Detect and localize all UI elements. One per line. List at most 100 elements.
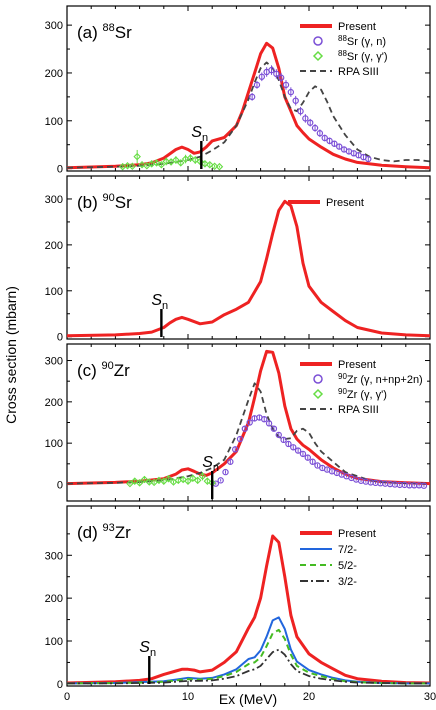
data-point-gg bbox=[186, 154, 195, 162]
data-point-gg bbox=[145, 478, 154, 486]
legend-label-present: Present bbox=[338, 528, 376, 540]
data-point-gn bbox=[222, 468, 229, 476]
data-point-gn bbox=[236, 435, 244, 443]
legend-label-j32: 3/2- bbox=[338, 576, 357, 588]
data-point-gn bbox=[268, 66, 275, 74]
legend-label-j52: 5/2- bbox=[338, 560, 357, 572]
sn-subscript: n bbox=[213, 462, 219, 474]
legend-text: Sr (γ, γ') bbox=[347, 51, 388, 63]
y-tick-label: 0 bbox=[57, 479, 63, 491]
data-point-gn bbox=[299, 450, 307, 458]
sn-subscript: n bbox=[162, 300, 168, 312]
legend-label-exp_gn: 88Sr (γ, n) bbox=[338, 34, 386, 48]
data-point-gn bbox=[282, 81, 290, 89]
plot-frame bbox=[66, 505, 431, 687]
data-point-gg bbox=[162, 157, 170, 166]
legend-swatch-exp_gg bbox=[312, 388, 324, 400]
plot-area bbox=[67, 199, 430, 338]
data-point-gg bbox=[133, 152, 141, 161]
series-j52-line bbox=[67, 628, 430, 685]
x-tick-label: 0 bbox=[64, 691, 70, 703]
data-point-gn bbox=[326, 137, 333, 145]
legend-label-j72: 7/2- bbox=[338, 544, 357, 556]
legend: Present bbox=[288, 197, 364, 209]
data-point-gn bbox=[246, 419, 253, 426]
panel-title-element: Zr bbox=[115, 523, 131, 542]
panel-title-mass: 90 bbox=[102, 360, 114, 372]
x-tick-label: 30 bbox=[424, 691, 436, 703]
data-point-gn bbox=[331, 140, 338, 147]
legend-label-present: Present bbox=[338, 359, 376, 371]
panel-title-element: Sr bbox=[115, 23, 132, 42]
y-tick-label: 100 bbox=[45, 636, 63, 648]
sn-subscript: n bbox=[202, 132, 208, 144]
data-point-gg bbox=[126, 479, 134, 488]
data-point-gn bbox=[227, 458, 234, 465]
data-point-gn bbox=[258, 73, 266, 80]
y-tick-label: 300 bbox=[45, 194, 63, 206]
sn-label: Sn bbox=[139, 639, 156, 659]
data-point-gn bbox=[311, 124, 319, 132]
data-point-gn bbox=[277, 74, 285, 81]
panel-b: 0 100 200 300 Sn (b) 90Sr Present bbox=[45, 175, 431, 344]
data-point-gg bbox=[172, 156, 180, 164]
data-point-gn bbox=[309, 458, 316, 465]
data-point-gg bbox=[160, 477, 168, 485]
data-point-gn bbox=[270, 425, 278, 432]
legend-mass: 90 bbox=[338, 372, 347, 381]
plot-frame bbox=[66, 175, 431, 340]
panel-title-prefix: (b) bbox=[77, 193, 103, 212]
data-point-gg bbox=[140, 475, 149, 484]
legend-text: Zr (γ, γ') bbox=[347, 389, 387, 401]
legend-text: Zr (γ, n+np+2n) bbox=[347, 374, 423, 386]
panel-d: 0 100 200 300 0 10 20 30 Sn (d) 93Zr Present 7/2- 5/… bbox=[45, 505, 436, 703]
data-point-gg bbox=[191, 156, 200, 164]
y-tick-label: 0 bbox=[57, 332, 63, 344]
panel-title-element: Sr bbox=[115, 193, 132, 212]
legend-label-present: Present bbox=[338, 21, 376, 33]
y-tick-label: 200 bbox=[45, 593, 63, 605]
data-point-gg bbox=[152, 159, 161, 167]
x-tick-label: 20 bbox=[303, 691, 315, 703]
legend-label-rpa: RPA SIII bbox=[338, 404, 379, 416]
y-tick-label: 300 bbox=[45, 20, 63, 32]
data-point-gn bbox=[231, 446, 239, 453]
data-point-gn bbox=[294, 447, 302, 454]
panel-title: (d) 93Zr bbox=[77, 522, 131, 542]
y-tick-label: 100 bbox=[45, 116, 63, 128]
legend-label-present: Present bbox=[326, 197, 364, 209]
series-present-line bbox=[67, 534, 430, 685]
data-point-gg bbox=[203, 477, 212, 485]
data-point-gn bbox=[273, 70, 280, 78]
data-point-gn bbox=[241, 425, 249, 432]
data-point-gn bbox=[253, 81, 261, 89]
data-point-gn bbox=[420, 482, 428, 489]
data-point-gn bbox=[217, 477, 224, 484]
y-tick-label: 100 bbox=[45, 438, 63, 450]
legend-swatch-exp_gn bbox=[313, 374, 323, 384]
data-point-gg bbox=[189, 474, 197, 483]
panel-title: (c) 90Zr bbox=[77, 360, 130, 380]
data-point-gg bbox=[155, 476, 163, 485]
legend-swatch-exp_gn bbox=[313, 36, 323, 46]
panel-title: (a) 88Sr bbox=[77, 22, 132, 42]
panel-title: (b) 90Sr bbox=[77, 192, 132, 212]
data-point-gn bbox=[321, 134, 328, 142]
data-point-gn bbox=[307, 119, 314, 126]
data-point-gg bbox=[130, 477, 139, 485]
data-point-gn bbox=[365, 155, 372, 163]
data-point-gn bbox=[336, 143, 343, 150]
panel-title-prefix: (c) bbox=[77, 361, 102, 380]
data-point-gn bbox=[280, 436, 287, 444]
data-point-gn bbox=[314, 462, 321, 469]
data-point-gg bbox=[198, 472, 207, 480]
y-tick-label: 200 bbox=[45, 240, 63, 252]
panel-title-prefix: (d) bbox=[77, 523, 103, 542]
data-point-gg bbox=[201, 160, 209, 168]
x-tick-label: 10 bbox=[182, 691, 194, 703]
data-point-gn bbox=[285, 440, 292, 448]
data-point-gg bbox=[193, 476, 202, 485]
data-point-gg bbox=[206, 161, 214, 169]
